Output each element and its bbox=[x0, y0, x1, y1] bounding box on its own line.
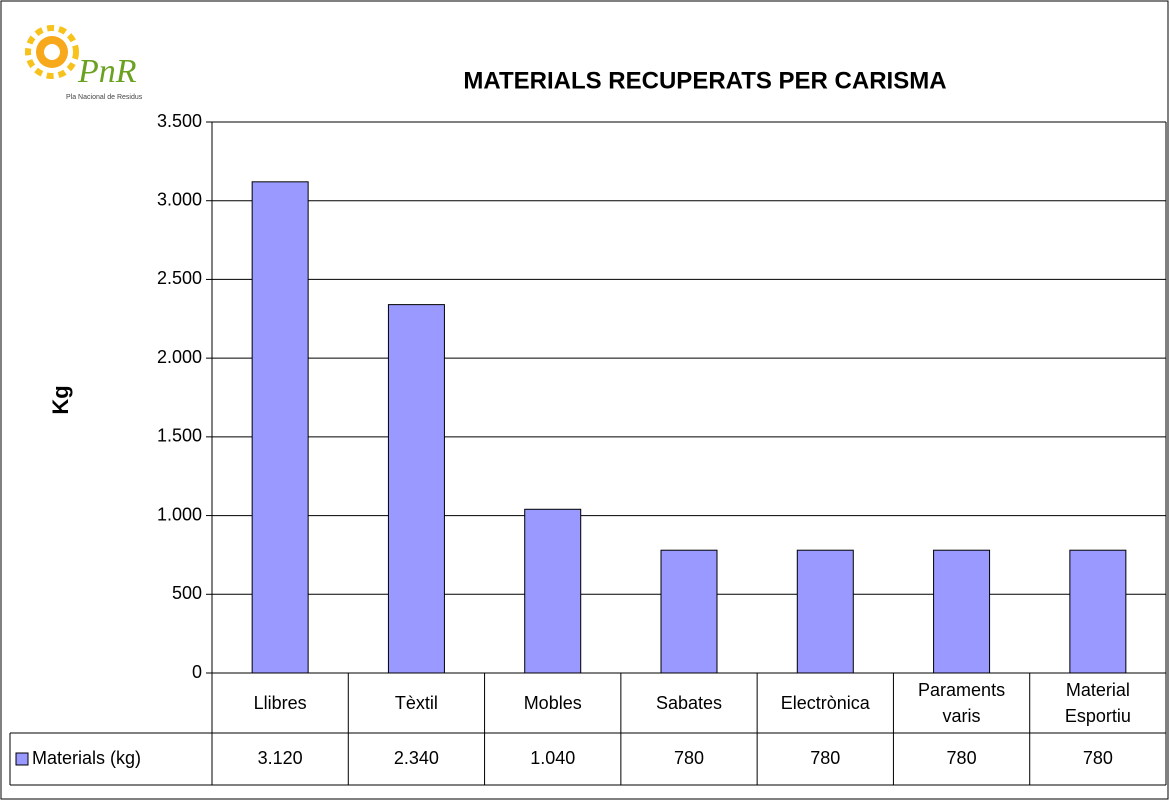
y-axis-label: Kg bbox=[48, 385, 73, 414]
value-label: 1.040 bbox=[530, 748, 575, 768]
y-tick-label: 3.500 bbox=[157, 111, 202, 131]
logo-subtitle: Pla Nacional de Residus bbox=[66, 94, 143, 101]
y-tick-label: 1.500 bbox=[157, 426, 202, 446]
y-tick-label: 500 bbox=[172, 583, 202, 603]
x-tick-label: Llibres bbox=[253, 693, 307, 713]
x-category-cell: Sabates bbox=[655, 693, 723, 713]
x-tick-label: Material Esportiu bbox=[1064, 680, 1131, 726]
x-category-cell: Mobles bbox=[523, 693, 582, 713]
legend-label: Materials (kg) bbox=[32, 748, 141, 768]
value-label: 780 bbox=[810, 748, 840, 768]
value-label: 780 bbox=[947, 748, 977, 768]
bar bbox=[251, 181, 309, 674]
x-category-cell: Material Esportiu bbox=[1064, 680, 1131, 726]
x-tick-label: Sabates bbox=[655, 693, 723, 713]
legend-swatch bbox=[15, 752, 29, 766]
value-label: 3.120 bbox=[258, 748, 303, 768]
logo-rays bbox=[25, 25, 79, 79]
chart-title: MATERIALS RECUPERATS PER CARISMA bbox=[463, 67, 946, 94]
x-category-cell: Tèxtil bbox=[394, 693, 438, 713]
y-tick-label: 2.000 bbox=[157, 347, 202, 367]
value-label: 780 bbox=[674, 748, 704, 768]
x-tick-label: Tèxtil bbox=[394, 693, 438, 713]
bar bbox=[660, 549, 718, 674]
x-category-cell: Paraments varis bbox=[918, 680, 1006, 726]
y-tick-label: 2.500 bbox=[157, 268, 202, 288]
x-tick-label: Mobles bbox=[523, 693, 582, 713]
x-category-cell: Electrònica bbox=[780, 693, 870, 713]
x-category-cell: Llibres bbox=[253, 693, 307, 713]
bar bbox=[1069, 549, 1127, 674]
y-tick-label: 1.000 bbox=[157, 504, 202, 524]
bar bbox=[796, 549, 854, 674]
bar bbox=[524, 508, 582, 674]
logo-text: PnR bbox=[77, 53, 137, 90]
logo-core bbox=[44, 44, 60, 60]
x-tick-label: Electrònica bbox=[780, 693, 870, 713]
bar bbox=[933, 549, 991, 674]
logo: PnR Pla Nacional de Residus bbox=[25, 25, 143, 101]
bar bbox=[387, 304, 445, 674]
y-tick-label: 0 bbox=[192, 662, 202, 682]
value-label: 780 bbox=[1083, 748, 1113, 768]
value-label: 2.340 bbox=[394, 748, 439, 768]
y-tick-label: 3.000 bbox=[157, 189, 202, 209]
x-tick-label: Paraments varis bbox=[918, 680, 1006, 726]
